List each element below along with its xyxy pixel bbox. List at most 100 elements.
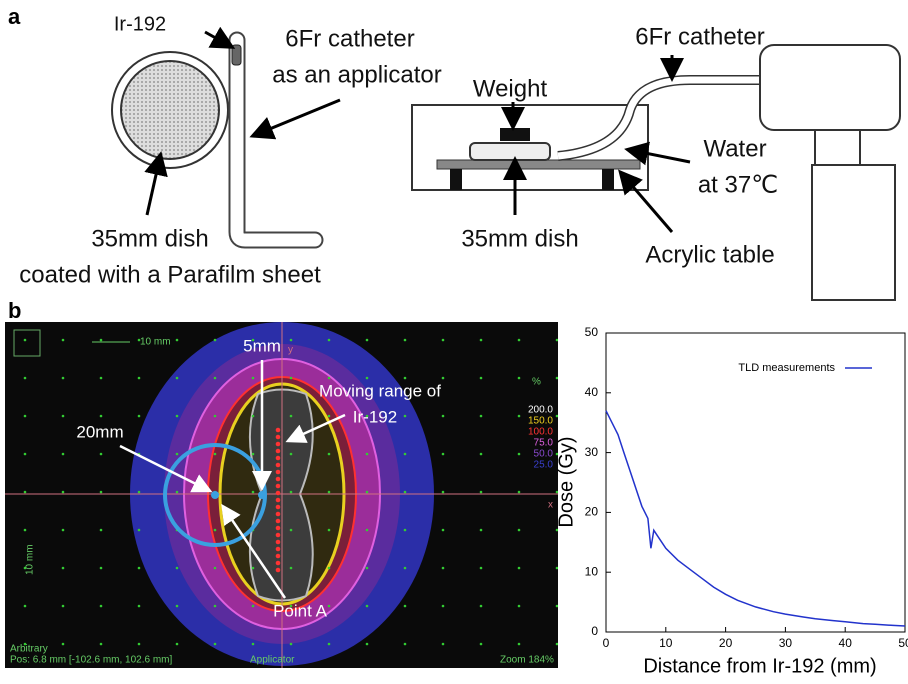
grid-dot: [138, 567, 141, 570]
grid-dot: [442, 605, 445, 608]
source-dot: [276, 498, 281, 503]
grid-dot: [404, 377, 407, 380]
grid-dot: [480, 453, 483, 456]
x-tick-label: 50: [898, 636, 908, 650]
source-dot: [276, 519, 281, 524]
grid-dot: [138, 415, 141, 418]
grid-dot: [24, 491, 27, 494]
source-dot: [276, 463, 281, 468]
label: Ir-192: [353, 407, 397, 426]
level-label: 75.0: [534, 438, 554, 449]
legend-label: TLD measurements: [738, 362, 835, 374]
status: Arbitrary: [10, 644, 48, 655]
source-dot: [276, 428, 281, 433]
x-tick-label: 30: [779, 636, 793, 650]
grid-dot: [24, 377, 27, 380]
grid-dot: [62, 491, 65, 494]
grid-dot: [62, 605, 65, 608]
grid-dot: [480, 339, 483, 342]
grid-dot: [404, 453, 407, 456]
dose-map: 10 mm 10 mm y x % 200.0150.0100.075.050.…: [5, 322, 558, 668]
source-dot: [276, 554, 281, 559]
label: Water: [703, 135, 766, 162]
x-tick-label: 40: [839, 636, 853, 650]
source-positions: [276, 428, 281, 573]
grid-dot: [480, 529, 483, 532]
grid-dot: [252, 643, 255, 646]
label: Moving range of: [319, 381, 441, 400]
level-label: 200.0: [528, 405, 553, 416]
source-dot: [276, 540, 281, 545]
grid-dot: [24, 605, 27, 608]
y-axis-label: Dose (Gy): [555, 436, 577, 527]
grid-dot: [290, 643, 293, 646]
grid-dot: [138, 529, 141, 532]
grid-dot: [290, 339, 293, 342]
grid-dot: [404, 643, 407, 646]
panel-label: b: [8, 298, 21, 323]
grid-dot: [252, 491, 255, 494]
grid-dot: [442, 491, 445, 494]
label: coated with a Parafilm sheet: [19, 261, 321, 288]
dish-inner: [121, 61, 219, 159]
arrow: [255, 100, 340, 135]
point: [258, 491, 266, 499]
grid-dot: [176, 491, 179, 494]
grid-dot: [62, 529, 65, 532]
label: 6Fr catheter: [635, 23, 764, 50]
y-tick-label: 40: [585, 385, 599, 399]
grid-dot: [328, 377, 331, 380]
grid-dot: [442, 339, 445, 342]
grid-dot: [100, 491, 103, 494]
source-dot: [276, 442, 281, 447]
scale-label: 10 mm: [25, 544, 36, 575]
grid-dot: [556, 377, 559, 380]
source-dot: [276, 456, 281, 461]
grid-dot: [404, 339, 407, 342]
grid-dot: [290, 491, 293, 494]
legend-title: %: [532, 377, 541, 388]
grid-dot: [442, 567, 445, 570]
label: 35mm dish: [461, 225, 578, 252]
afterloader-body: [812, 165, 895, 300]
grid-dot: [480, 377, 483, 380]
grid-dot: [328, 567, 331, 570]
source-dot: [276, 470, 281, 475]
status: Pos: 6.8 mm [-102.6 mm, 102.6 mm]: [10, 655, 172, 666]
y-tick-label: 20: [585, 505, 599, 519]
grid-dot: [62, 339, 65, 342]
grid-dot: [138, 377, 141, 380]
y-tick-label: 50: [585, 325, 599, 339]
grid-dot: [100, 453, 103, 456]
grid-dot: [138, 605, 141, 608]
weight: [500, 128, 530, 141]
grid-dot: [556, 529, 559, 532]
source-dot: [276, 484, 281, 489]
y-tick-label: 0: [591, 624, 598, 638]
level-label: 25.0: [534, 460, 554, 471]
grid-dot: [518, 415, 521, 418]
grid-dot: [214, 377, 217, 380]
grid-dot: [328, 491, 331, 494]
grid-dot: [290, 529, 293, 532]
grid-dot: [252, 605, 255, 608]
grid-dot: [556, 643, 559, 646]
grid-dot: [176, 339, 179, 342]
grid-dot: [138, 643, 141, 646]
grid-dot: [100, 529, 103, 532]
label: Weight: [473, 75, 548, 102]
label: at 37℃: [698, 171, 778, 198]
grid-dot: [480, 415, 483, 418]
status: Zoom 184%: [500, 655, 554, 666]
grid-dot: [404, 415, 407, 418]
source-dot: [276, 435, 281, 440]
grid-dot: [252, 567, 255, 570]
grid-dot: [138, 491, 141, 494]
grid-dot: [518, 453, 521, 456]
grid-dot: [214, 453, 217, 456]
grid-dot: [24, 415, 27, 418]
arrow: [205, 32, 230, 46]
source-dot: [276, 533, 281, 538]
grid-dot: [556, 415, 559, 418]
x-axis-label: Distance from Ir-192 (mm): [643, 655, 876, 677]
